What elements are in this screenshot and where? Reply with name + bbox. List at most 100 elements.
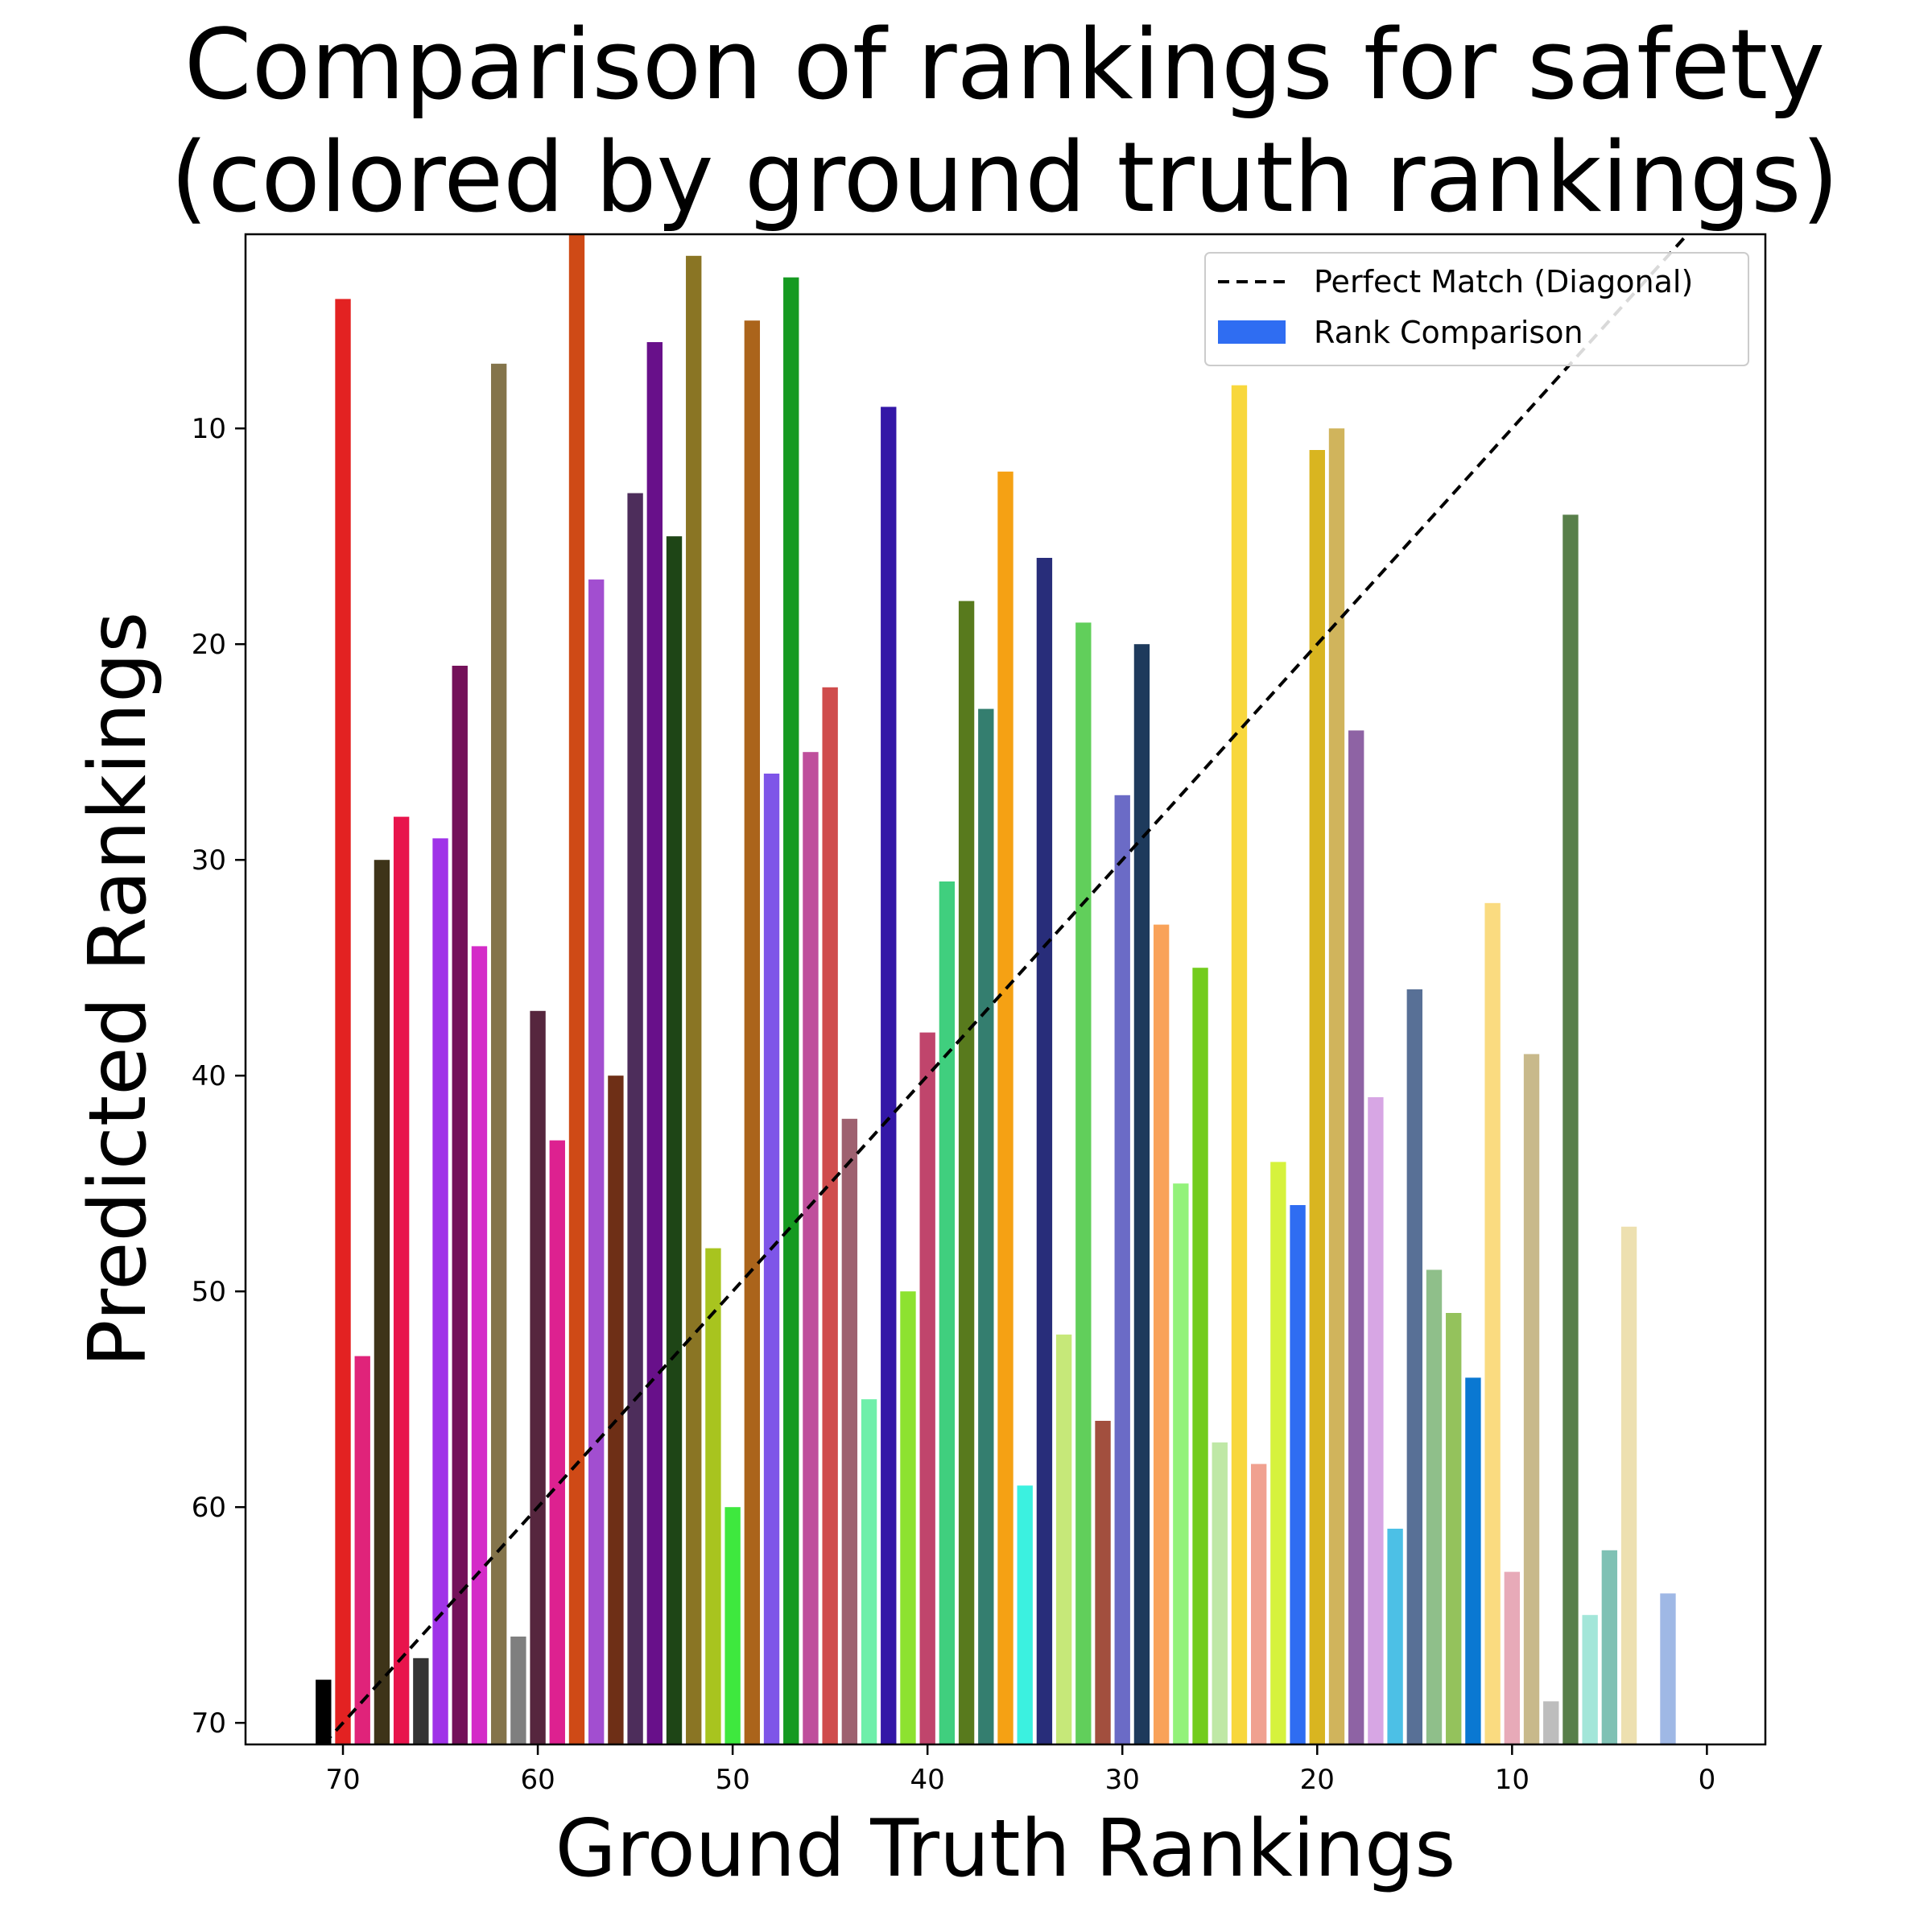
bar-gt-29 xyxy=(1133,644,1150,1745)
bar-gt-6 xyxy=(1582,1615,1598,1744)
bar-gt-8 xyxy=(1543,1701,1559,1744)
y-tick-label: 70 xyxy=(192,1707,226,1740)
bar-gt-13 xyxy=(1446,1313,1462,1744)
bar-gt-50 xyxy=(724,1507,741,1744)
bar-gt-15 xyxy=(1406,989,1422,1744)
bar-gt-37 xyxy=(978,708,994,1744)
bar-gt-22 xyxy=(1270,1162,1286,1744)
bar-gt-66 xyxy=(413,1657,429,1744)
bar-gt-36 xyxy=(997,471,1013,1744)
bar-gt-23 xyxy=(1250,1463,1267,1744)
chart-title-line-2: (colored by ground truth rankings) xyxy=(171,122,1839,234)
bar-gt-44 xyxy=(841,1118,858,1744)
y-axis-ticks: 10 20 30 40 50 60 70 xyxy=(192,413,246,1740)
plot-frame xyxy=(244,233,1767,1746)
bar-gt-24 xyxy=(1231,385,1248,1745)
y-tick-label: 10 xyxy=(192,413,226,445)
bar-gt-7 xyxy=(1563,514,1579,1744)
bar-gt-47 xyxy=(783,277,799,1745)
bar-gt-49 xyxy=(744,320,761,1745)
bar-gt-56 xyxy=(608,1075,624,1744)
legend-box xyxy=(1204,252,1749,366)
bar-gt-41 xyxy=(900,1291,916,1744)
x-tick-label: 20 xyxy=(1300,1764,1335,1796)
bar-gt-32 xyxy=(1075,622,1092,1744)
bar-gt-43 xyxy=(861,1399,877,1744)
bar-gt-12 xyxy=(1465,1377,1481,1744)
bar-gt-34 xyxy=(1036,558,1053,1744)
bar-gt-28 xyxy=(1153,924,1170,1744)
diagonal-line xyxy=(322,234,1690,1744)
bar-gt-19 xyxy=(1328,428,1345,1745)
bar-gt-54 xyxy=(646,342,663,1744)
bar-gt-61 xyxy=(510,1637,526,1744)
bar-gt-57 xyxy=(588,579,605,1744)
bar-gt-62 xyxy=(490,363,507,1744)
x-axis-ticks: 70 60 50 40 30 20 10 0 xyxy=(325,1744,1715,1796)
x-tick-label: 30 xyxy=(1105,1764,1140,1796)
bar-gt-35 xyxy=(1017,1485,1033,1744)
bar-gt-33 xyxy=(1055,1334,1072,1744)
bar-gt-40 xyxy=(919,1032,935,1744)
bar-gt-14 xyxy=(1426,1269,1443,1744)
chart-title-line-1: Comparison of rankings for safety xyxy=(184,10,1825,122)
bar-gt-9 xyxy=(1523,1054,1540,1744)
x-tick-label: 10 xyxy=(1495,1764,1530,1796)
legend-bar-swatch xyxy=(1218,320,1286,344)
y-tick-label: 20 xyxy=(192,629,226,661)
x-tick-label: 40 xyxy=(910,1764,945,1796)
y-tick-label: 50 xyxy=(192,1276,226,1308)
bar-gt-5 xyxy=(1601,1550,1618,1744)
bar-gt-51 xyxy=(705,1248,721,1744)
bar-gt-16 xyxy=(1387,1529,1403,1744)
y-axis-label: Predicted Rankings xyxy=(72,612,164,1368)
bar-gt-25 xyxy=(1212,1442,1228,1744)
bar-gt-59 xyxy=(549,1140,565,1744)
y-tick-label: 30 xyxy=(192,844,226,877)
x-tick-label: 50 xyxy=(715,1764,749,1796)
bar-gt-53 xyxy=(666,536,683,1745)
bar-gt-70 xyxy=(335,299,351,1744)
x-tick-label: 0 xyxy=(1699,1764,1716,1796)
x-tick-label: 70 xyxy=(325,1764,360,1796)
x-tick-label: 60 xyxy=(520,1764,555,1796)
bar-gt-27 xyxy=(1173,1183,1189,1744)
bar-gt-38 xyxy=(958,601,975,1744)
bar-gt-48 xyxy=(763,774,780,1744)
bar-gt-63 xyxy=(471,946,488,1744)
bar-gt-52 xyxy=(686,255,702,1744)
bar-gt-64 xyxy=(452,666,468,1744)
bar-gt-46 xyxy=(803,752,819,1745)
bar-gt-42 xyxy=(881,407,897,1744)
bar-gt-30 xyxy=(1114,795,1130,1744)
bar-gt-2 xyxy=(1660,1593,1676,1744)
y-tick-label: 40 xyxy=(192,1060,226,1092)
bar-gt-65 xyxy=(432,838,448,1744)
bar-gt-20 xyxy=(1309,450,1325,1744)
bar-gt-69 xyxy=(354,1356,370,1744)
legend-label-bars: Rank Comparison xyxy=(1314,315,1583,350)
legend: Perfect Match (Diagonal) Rank Comparison xyxy=(1204,252,1749,366)
y-tick-label: 60 xyxy=(192,1492,226,1524)
bar-gt-10 xyxy=(1504,1571,1521,1744)
bar-gt-21 xyxy=(1290,1205,1306,1744)
legend-label-diagonal: Perfect Match (Diagonal) xyxy=(1314,264,1693,299)
bar-gt-18 xyxy=(1348,730,1364,1744)
bar-gt-58 xyxy=(568,234,585,1744)
bar-gt-67 xyxy=(393,816,410,1744)
bar-gt-31 xyxy=(1095,1421,1111,1744)
bar-gt-45 xyxy=(822,687,838,1744)
bar-gt-68 xyxy=(374,860,390,1744)
bar-gt-4 xyxy=(1620,1226,1637,1744)
bars-group xyxy=(316,234,1676,1745)
diagonal-group xyxy=(322,234,1690,1744)
bar-gt-39 xyxy=(939,881,956,1744)
bar-gt-71 xyxy=(316,1679,332,1744)
bar-gt-17 xyxy=(1368,1097,1384,1744)
bar-gt-11 xyxy=(1484,902,1501,1744)
x-axis-label: Ground Truth Rankings xyxy=(555,1803,1456,1895)
bar-gt-55 xyxy=(627,493,643,1744)
bar-gt-26 xyxy=(1192,968,1208,1744)
bar-gt-60 xyxy=(530,1010,546,1744)
